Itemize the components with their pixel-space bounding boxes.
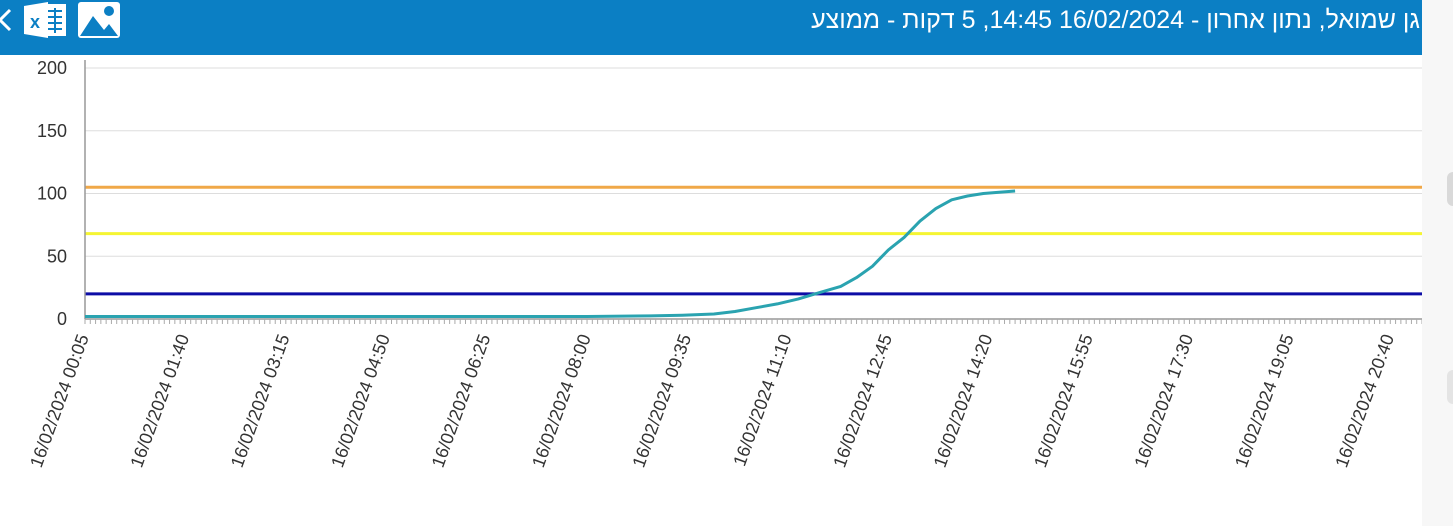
x-tick-label: 16/02/2024 17:30 [1131,332,1198,471]
x-axis-ticks: 16/02/2024 00:05 16/02/2024 01:40 16/02/20… [26,332,1398,471]
x-axis-minor-ticks [84,319,1422,324]
y-tick-label: 100 [37,184,67,204]
edge-handle-lower[interactable] [1447,370,1453,404]
chart-title: גן שמואל, נתון אחרון - 16/02/2024 14:45,… [811,6,1420,34]
series-line [85,189,1016,318]
x-tick-label: 16/02/2024 08:00 [528,332,595,471]
x-tick-label: 16/02/2024 12:45 [829,332,896,471]
x-tick-label: 16/02/2024 00:05 [26,332,93,471]
right-edge-panel [1422,0,1453,526]
x-tick-label: 16/02/2024 04:50 [327,332,394,471]
y-tick-label: 150 [37,121,67,141]
x-tick-label: 16/02/2024 01:40 [126,332,193,471]
back-icon[interactable] [0,0,16,40]
axes [84,60,1422,320]
y-tick-label: 50 [47,246,67,266]
x-tick-label: 16/02/2024 14:20 [930,332,997,471]
y-axis-ticks: 0 50 100 150 200 [37,58,67,329]
y-tick-label: 200 [37,58,67,78]
grid-lines [85,67,1422,257]
x-tick-label: 16/02/2024 15:55 [1030,332,1097,471]
image-icon[interactable] [76,0,122,40]
x-tick-label: 16/02/2024 11:10 [729,332,795,469]
excel-icon[interactable]: x [22,0,70,40]
x-tick-label: 16/02/2024 20:40 [1331,332,1398,471]
threshold-lines [85,185,1422,296]
chart-header: x גן שמואל, נתון אחרון - 16/02/2024 14:4… [0,0,1422,55]
x-tick-label: 16/02/2024 06:25 [428,332,495,471]
x-tick-label: 16/02/2024 03:15 [227,332,294,471]
excel-glyph: x [30,12,40,32]
edge-handle[interactable] [1447,172,1453,206]
y-tick-label: 0 [57,309,67,329]
x-tick-label: 16/02/2024 09:35 [628,332,695,471]
series-group [85,189,1016,318]
x-tick-label: 16/02/2024 19:05 [1231,332,1298,471]
